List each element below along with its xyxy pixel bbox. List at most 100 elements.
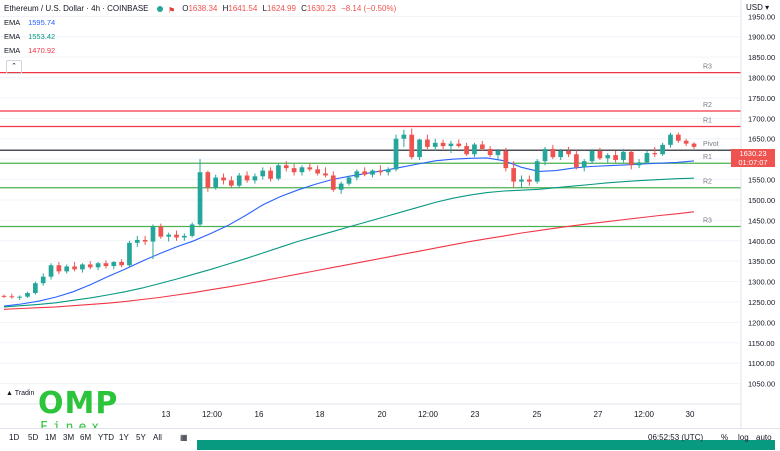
candle-body	[511, 168, 517, 182]
timeframe-3m[interactable]: 3M	[63, 433, 75, 442]
bar-countdown: 01:07:07	[738, 158, 768, 167]
tradingview-text: Tradin	[14, 390, 35, 397]
candle-body	[495, 150, 501, 156]
high-label: H	[222, 4, 229, 13]
time-label: 20	[377, 410, 387, 419]
low-value: 1624.99	[266, 4, 296, 13]
candle-body	[354, 171, 360, 178]
time-label: 12:00	[633, 410, 655, 419]
candle-body	[134, 239, 140, 243]
price-tick-label: 1900.00	[748, 33, 775, 42]
pivot-levels	[0, 71, 741, 228]
candle-body	[464, 146, 469, 155]
change-value: −8.14 (−0.50%)	[341, 4, 397, 13]
flag-icon[interactable]: ⚑	[167, 5, 176, 15]
timeframe-1d[interactable]: 1D	[9, 433, 20, 442]
candle-body	[127, 242, 132, 266]
ema-legend-2[interactable]: EMA 1553.42	[4, 32, 55, 42]
candle-body	[244, 175, 250, 181]
calendar-icon[interactable]: ▦	[180, 433, 188, 442]
candle-body	[393, 138, 399, 170]
ema-name: EMA	[4, 46, 21, 55]
candle-body	[174, 234, 179, 238]
candle-body	[668, 134, 673, 145]
timeframe-1m[interactable]: 1M	[45, 433, 57, 442]
open-value: 1638.34	[188, 4, 218, 13]
candle-body	[628, 151, 634, 166]
candle-body	[150, 226, 156, 242]
collapse-legend-button[interactable]: ⌃	[6, 60, 22, 74]
candle-body	[95, 263, 101, 268]
price-tick-label: 1050.00	[748, 380, 775, 389]
currency-selector[interactable]: USD ▾	[746, 3, 770, 12]
price-tick-label: 1100.00	[748, 359, 775, 368]
candle-body	[56, 265, 62, 272]
candle-body	[542, 148, 548, 162]
candle-body	[197, 172, 203, 225]
candle-body	[605, 155, 611, 159]
candle-body	[660, 144, 665, 155]
percent-toggle[interactable]: %	[721, 433, 729, 442]
candle-body	[401, 134, 407, 139]
candle-body	[80, 264, 85, 270]
timeframe-5y[interactable]: 5Y	[136, 433, 146, 442]
timeframe-ytd[interactable]: YTD	[98, 433, 114, 442]
candle-body	[307, 167, 313, 170]
close-value: 1630.23	[306, 4, 336, 13]
candle-body	[385, 169, 391, 173]
ema-legend-1[interactable]: EMA 1595.74	[4, 18, 55, 28]
timeframe-1y[interactable]: 1Y	[119, 433, 129, 442]
candle-body	[315, 169, 320, 174]
price-tick-label: 1650.00	[748, 135, 775, 144]
candle-body	[236, 175, 242, 186]
time-label: 18	[315, 410, 325, 419]
level-label: R2	[703, 179, 712, 186]
market-status-icon	[156, 5, 163, 12]
candle-body	[675, 134, 681, 141]
ema-value: 1470.92	[28, 46, 56, 55]
timeframe-6m[interactable]: 6M	[80, 433, 92, 442]
timeframe-all[interactable]: All	[153, 433, 162, 442]
candle-body	[229, 180, 234, 186]
ema-legend-3[interactable]: EMA 1470.92	[4, 46, 55, 56]
candle-body	[283, 165, 289, 169]
candle-body	[519, 179, 524, 182]
candle-body	[534, 161, 540, 182]
omp-logo: OMP	[38, 386, 119, 421]
price-tick-label: 1250.00	[748, 298, 775, 307]
log-toggle[interactable]: log	[738, 433, 749, 442]
candle-body	[472, 144, 477, 155]
candle-body	[613, 155, 618, 160]
candle-body	[652, 153, 658, 155]
low-label: L	[262, 4, 267, 13]
candle-body	[479, 144, 485, 149]
candle-body	[644, 153, 650, 163]
time-label: 16	[254, 410, 264, 419]
price-tick-label: 1550.00	[748, 176, 775, 185]
timeframe-5d[interactable]: 5D	[28, 433, 39, 442]
price-tick-label: 1400.00	[748, 237, 775, 246]
ema-line	[3, 211, 695, 310]
time-label: 30	[685, 410, 695, 419]
candle-body	[323, 173, 328, 176]
symbol-title[interactable]: Ethereum / U.S. Dollar · 4h · COINBASE	[4, 4, 149, 13]
utc-clock[interactable]: 06:52:53 (UTC)	[648, 433, 704, 442]
price-tick-label: 1150.00	[748, 339, 775, 348]
candle-body	[636, 162, 642, 166]
candle-body	[362, 171, 368, 175]
candle-body	[9, 296, 15, 298]
price-tick-label: 1450.00	[748, 216, 775, 225]
time-label: 12:00	[201, 410, 223, 419]
candle-body	[87, 264, 93, 268]
pivot-level-labels: R3 R2 R1 Pivot R1 R2 R3	[703, 64, 719, 225]
candle-body	[119, 261, 124, 266]
tradingview-logo[interactable]: ▲ Tradin	[6, 390, 35, 397]
price-tick-label: 1850.00	[748, 53, 775, 62]
candle-body	[276, 165, 281, 179]
candle-body	[1, 295, 7, 297]
candle-body	[25, 293, 30, 297]
auto-toggle[interactable]: auto	[756, 433, 772, 442]
price-tick-label: 1350.00	[748, 257, 775, 266]
candle-body	[378, 170, 383, 173]
